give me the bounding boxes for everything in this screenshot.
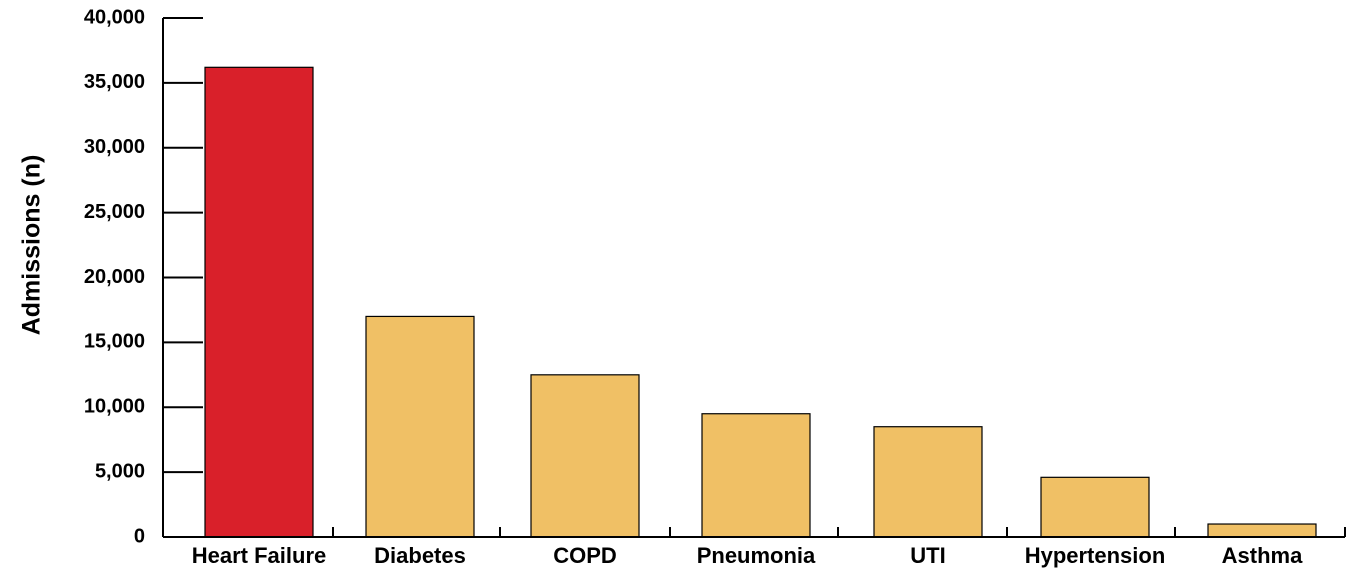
bar-hypertension	[1040, 476, 1150, 538]
x-tick-label: Asthma	[1222, 543, 1303, 568]
y-tick-label: 10,000	[84, 396, 145, 418]
x-tick-label: Hypertension	[1025, 543, 1166, 568]
bar-asthma	[1207, 523, 1317, 538]
x-tick-label: Diabetes	[374, 543, 466, 568]
bar-copd	[530, 374, 640, 538]
y-tick-label: 5,000	[95, 460, 145, 482]
y-tick-label: 20,000	[84, 266, 145, 288]
y-tick-label: 40,000	[84, 6, 145, 28]
bar-diabetes	[365, 315, 475, 538]
bar-heart-failure	[204, 66, 314, 538]
y-tick-label: 0	[134, 525, 145, 547]
x-tick-label: COPD	[553, 543, 617, 568]
x-tick-label: Heart Failure	[192, 543, 327, 568]
bar-uti	[873, 426, 983, 538]
y-tick-label: 15,000	[84, 331, 145, 353]
bar-pneumonia	[701, 413, 811, 538]
y-tick-label: 30,000	[84, 136, 145, 158]
y-axis-title: Admissions (n)	[18, 155, 46, 336]
y-tick-label: 35,000	[84, 71, 145, 93]
x-axis: Heart Failure Diabetes COPD Pneumonia UTI Hyp…	[163, 527, 1346, 568]
x-tick-label: UTI	[910, 543, 945, 568]
y-axis: 0 5,000 10,000 15,000 20,000 25,000 30,000 35,0…	[84, 6, 203, 547]
x-tick-label: Pneumonia	[697, 543, 816, 568]
bars	[204, 66, 1317, 538]
y-tick-label: 25,000	[84, 201, 145, 223]
